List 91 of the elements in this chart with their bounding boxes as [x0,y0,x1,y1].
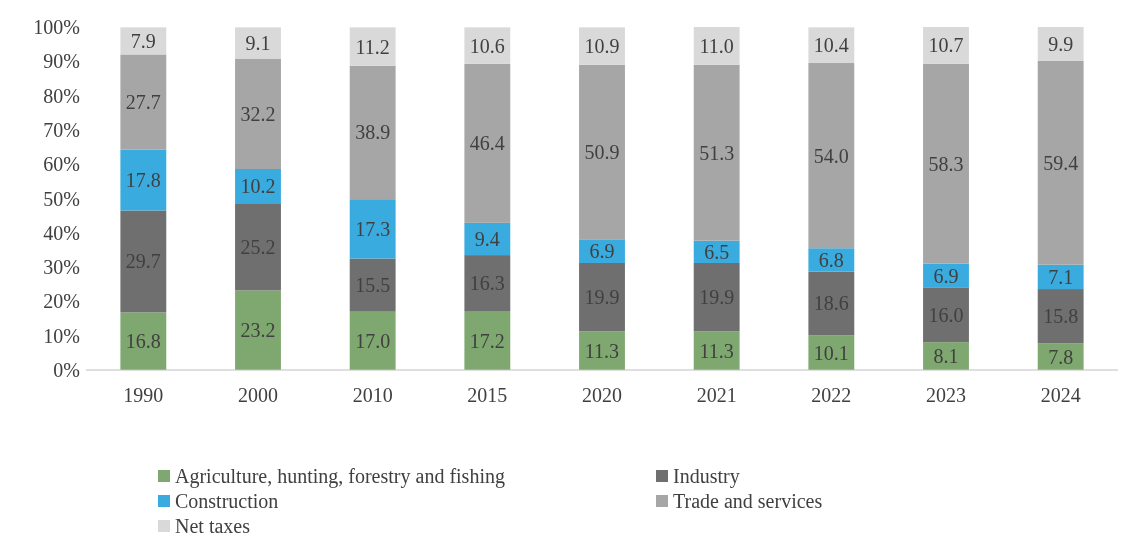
text: 10.9 [584,35,620,58]
text: 10.2 [240,175,276,198]
y-tick-label: 0% [53,359,80,381]
bar [235,290,281,370]
bar [1037,60,1084,265]
text: 32.2 [240,102,276,125]
x-tick-label: 2022 [811,384,852,406]
bar [923,63,969,264]
text: 7.8 [1048,345,1074,368]
y-tick-label: 80% [43,84,80,107]
bar [120,210,167,313]
text: 6.9 [933,264,959,287]
text: 10.7 [928,34,964,57]
bar [1037,289,1084,344]
text: 7.9 [130,29,156,52]
text: 6.8 [818,248,844,271]
text: 17.2 [469,329,505,352]
text: 46.4 [469,132,505,155]
text: 9.4 [474,227,500,250]
text: 50.9 [584,141,620,164]
bar [579,262,625,332]
text: 6.5 [704,240,730,263]
text: 59.4 [1043,151,1079,174]
bar [808,271,855,336]
text: 11.3 [584,339,620,362]
bar [464,255,511,311]
x-tick-label: 2000 [238,384,278,406]
y-tick-label: 10% [43,324,80,347]
bar [1037,27,1084,61]
bar [923,287,969,343]
text: 10.1 [813,341,849,364]
text: 11.0 [699,34,734,57]
y-tick-label: 70% [43,118,80,141]
bar [349,311,396,370]
x-tick-label: 2024 [1040,384,1081,406]
text: 11.3 [699,339,734,362]
text: 51.3 [699,141,735,164]
bar [464,27,511,64]
bar [693,64,740,241]
bar [120,312,167,370]
bar [579,64,625,240]
legend-label: Net taxes [175,515,251,537]
text: 17.0 [355,329,391,352]
bar [464,311,511,370]
text: 54.0 [813,144,849,167]
y-tick-label: 30% [43,256,80,279]
text: 16.8 [125,330,161,353]
bar [235,58,281,169]
bar [349,199,396,259]
legend-label: Industry [673,465,740,488]
text: 17.8 [125,168,161,191]
bar [923,27,969,64]
text: 8.1 [933,345,959,368]
legend-label: Construction [175,490,279,512]
text: 9.1 [245,31,271,54]
legend-label: Agriculture, hunting, forestry and fishing [175,465,505,488]
bar [693,262,740,332]
text: 6.9 [589,240,615,263]
bar [235,27,281,59]
text: 10.4 [813,34,849,57]
legend-label: Trade and services [673,490,823,512]
text: 7.1 [1048,265,1074,288]
y-tick-label: 60% [43,153,80,176]
text: 58.3 [928,152,964,175]
y-tick-label: 50% [43,187,80,210]
y-tick-label: 100% [33,16,80,38]
x-tick-label: 2020 [582,384,622,406]
text: 27.7 [125,90,161,113]
text: 11.2 [355,35,390,58]
x-tick-label: 2010 [352,384,393,406]
y-tick-label: 20% [43,290,80,313]
text: 38.9 [355,121,391,144]
x-tick-label: 2015 [467,384,508,406]
bar [120,54,167,150]
bar [120,149,167,211]
text: 23.2 [240,319,276,342]
bar [235,203,281,291]
bar [349,27,396,66]
y-tick-label: 90% [43,50,80,73]
bar [464,63,511,223]
x-tick-label: 2023 [926,384,966,406]
y-tick-label: 40% [43,221,80,244]
bar [349,65,396,200]
x-tick-label: 2021 [696,384,737,406]
text: 10.6 [469,34,505,57]
bar [693,27,740,65]
text: 17.3 [355,217,391,240]
text: 9.9 [1048,32,1074,55]
bar [349,258,396,312]
x-tick-label: 1990 [123,384,164,406]
bar [808,63,855,249]
